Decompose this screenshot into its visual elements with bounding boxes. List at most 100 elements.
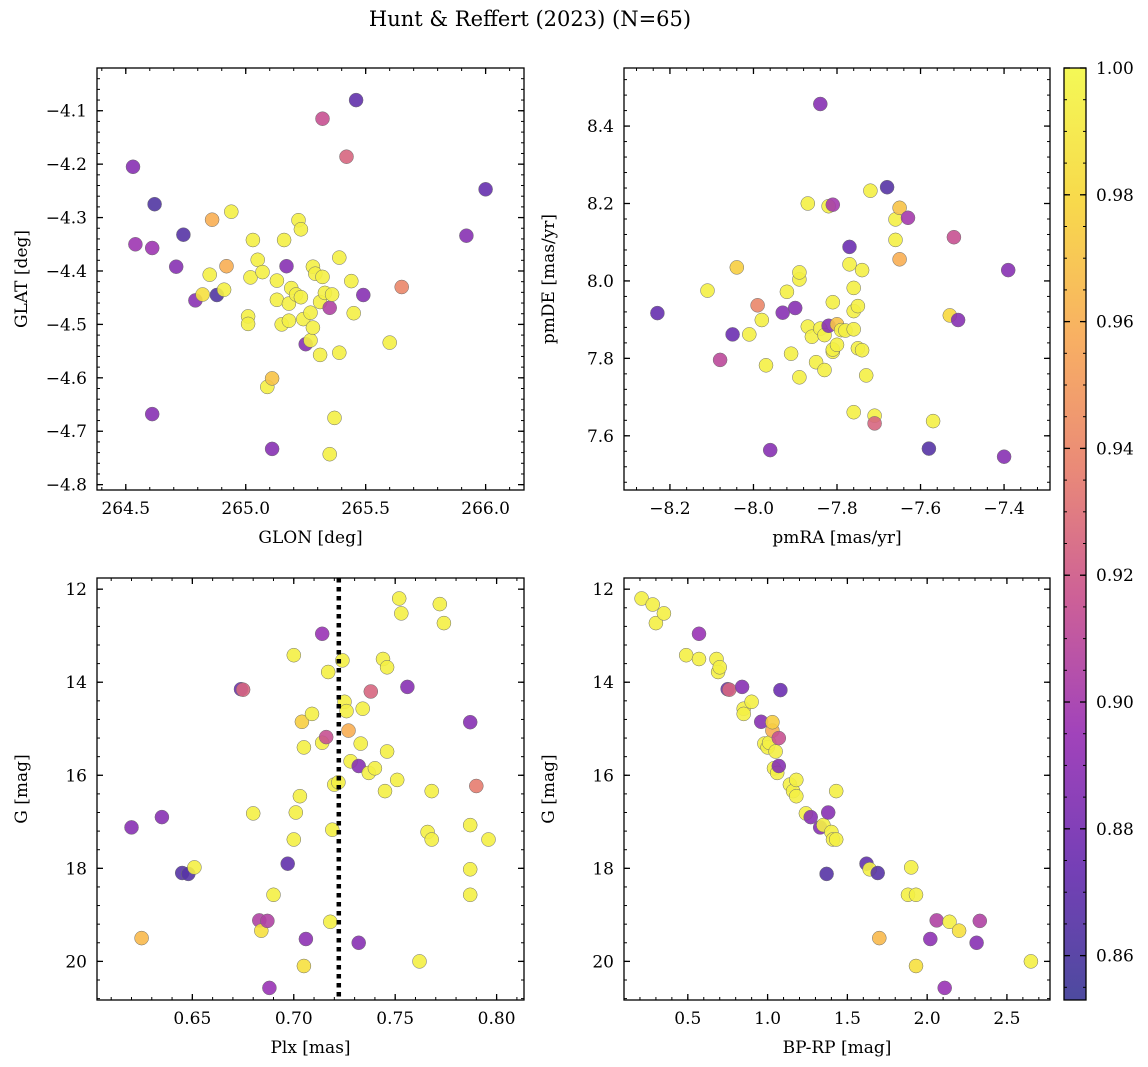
y-tick-label: −4.7 [46,422,87,442]
data-point [842,239,857,255]
y-tick-label: 14 [65,673,87,693]
y-tick-label: −4.8 [46,476,87,496]
data-point [1000,262,1016,278]
x-tick-label: −8.0 [733,499,774,519]
data-point [260,913,275,929]
colorbar-tick-label: 1.00 [1096,59,1134,79]
y-tick-label: 7.8 [587,349,614,369]
data-point [344,273,359,289]
x-tick-label: 266.0 [461,499,510,519]
data-point [725,327,740,342]
panel-proper-motion: −8.2 −8.0 −7.8 −7.6 −7.4 7.6 7.8 8.0 8.2 8.4 pmRA … [539,67,1051,548]
data-point [996,449,1012,464]
data-point [921,441,937,456]
data-point [276,232,292,248]
data-point [312,347,328,363]
data-point [846,322,861,337]
data-point [712,660,727,675]
data-point [469,778,484,794]
y-tick-label: −4.6 [46,369,87,389]
data-point [908,958,924,974]
data-point [792,370,807,385]
data-point [854,262,870,278]
data-point [168,259,184,274]
data-point [391,591,407,606]
data-point [903,860,919,875]
data-point [645,597,660,612]
data-point [382,335,397,350]
data-point [850,298,866,314]
data-point [792,265,807,280]
data-point [888,232,903,248]
y-tick-label: 12 [592,580,614,600]
data-point [789,772,804,788]
x-tick-label: −7.4 [983,499,1024,519]
data-point [202,267,217,282]
axes-frame [623,577,1051,1001]
data-point [147,196,162,212]
y-tick-label: −4.5 [46,315,87,335]
data-point [942,914,957,930]
x-tick-label: 0.70 [275,1009,313,1029]
axes-frame [96,577,525,1001]
data-point [400,679,415,695]
data-point [656,606,672,621]
data-point [648,615,664,631]
colorbar-tick-label: 0.88 [1096,820,1134,840]
data-point [351,758,366,774]
data-point [379,744,395,759]
panel-galactic: 264.5 265.0 265.5 266.0 −4.8 −4.7 −4.6 −4.5 −4.4… [12,67,525,548]
data-point [318,729,334,745]
y-tick-label: −4.3 [46,209,87,229]
data-point [754,312,770,328]
data-point [828,832,844,847]
y-tick-label: 14 [592,673,614,693]
y-axis-label: G [mag] [539,754,559,823]
data-point [424,832,439,847]
data-point [128,237,143,252]
data-point [925,413,941,429]
data-point [892,252,907,267]
data-point [339,703,354,719]
y-tick-label: 18 [592,859,614,879]
y-tick-label: 7.6 [587,427,614,447]
data-point [462,817,478,833]
data-point [803,809,818,825]
data-point [744,694,759,710]
data-point [858,368,874,383]
data-point [923,931,938,947]
data-point [314,626,330,642]
data-point [303,333,318,348]
x-tick-label: 0.65 [173,1009,211,1029]
colorbar-tick-label: 0.94 [1096,439,1134,459]
axes-frame [623,67,1051,491]
y-tick-label: −4.4 [46,262,87,282]
data-point [424,783,439,799]
data-point [250,252,265,268]
x-tick-label: 2.5 [993,1009,1020,1029]
data-point [712,352,728,368]
data-point [322,446,337,462]
y-tick-label: 20 [65,952,87,972]
data-point [377,783,393,799]
colorbar-tick-label: 0.92 [1096,566,1134,586]
x-tick-label: −7.6 [900,499,941,519]
data-point [768,744,783,759]
data-point [481,832,496,847]
data-point [262,980,277,996]
data-point [820,805,836,820]
data-point [742,327,757,342]
data-point [478,182,493,197]
data-point [1023,954,1039,969]
data-point [389,772,405,788]
data-point [325,822,340,837]
data-point [304,706,320,722]
data-point [332,345,347,360]
data-point [255,264,270,280]
data-point [842,257,857,272]
x-tick-label: −7.8 [816,499,857,519]
data-point [332,250,347,265]
data-point [339,149,354,164]
data-point [436,615,452,631]
colorbar-frame [1063,67,1087,1001]
